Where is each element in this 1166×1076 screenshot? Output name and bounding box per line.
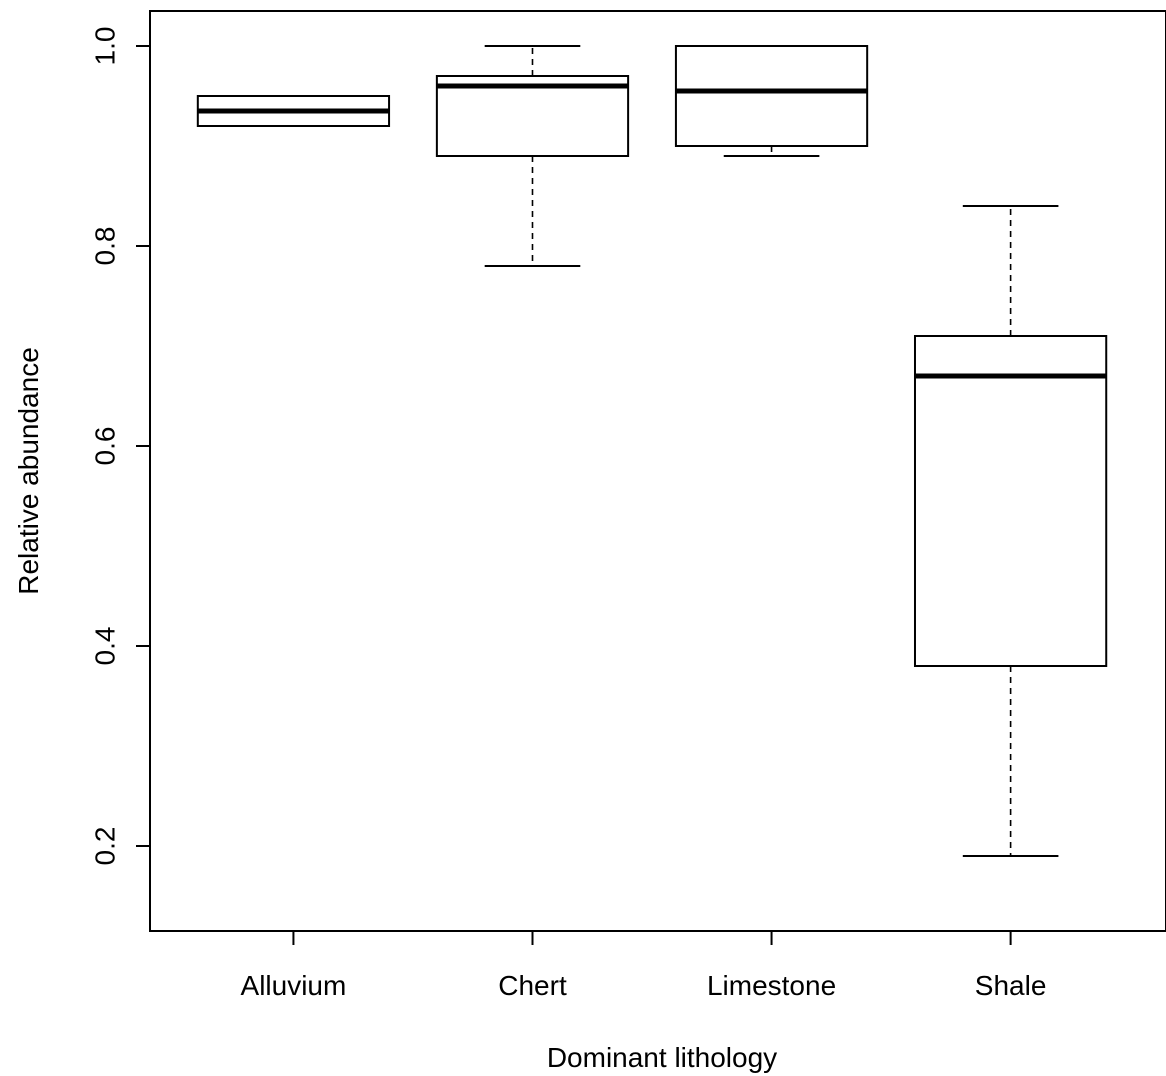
box-iqr <box>913 335 1108 667</box>
x-tick-label: Alluvium <box>241 970 347 1001</box>
x-axis: Alluvium Chert Limestone Shale <box>241 931 1047 1001</box>
y-tick-label: 0.4 <box>90 627 121 666</box>
box-iqr <box>674 45 869 147</box>
box-iqr <box>435 75 630 157</box>
x-tick-label: Shale <box>975 970 1047 1001</box>
y-tick-label: 0.6 <box>90 427 121 466</box>
box-limestone <box>674 45 869 157</box>
y-axis-title: Relative abundance <box>13 347 44 595</box>
x-tick-label: Limestone <box>707 970 836 1001</box>
x-axis-title: Dominant lithology <box>547 1042 777 1073</box>
box-group <box>196 45 1108 857</box>
y-tick-label: 1.0 <box>90 27 121 66</box>
box-chert <box>435 45 630 267</box>
box-alluvium <box>196 95 391 127</box>
x-tick-label: Chert <box>498 970 567 1001</box>
y-tick-label: 0.2 <box>90 827 121 866</box>
y-tick-label: 0.8 <box>90 227 121 266</box>
y-axis: 0.2 0.4 0.6 0.8 1.0 <box>90 27 151 866</box>
box-shale <box>913 205 1108 857</box>
